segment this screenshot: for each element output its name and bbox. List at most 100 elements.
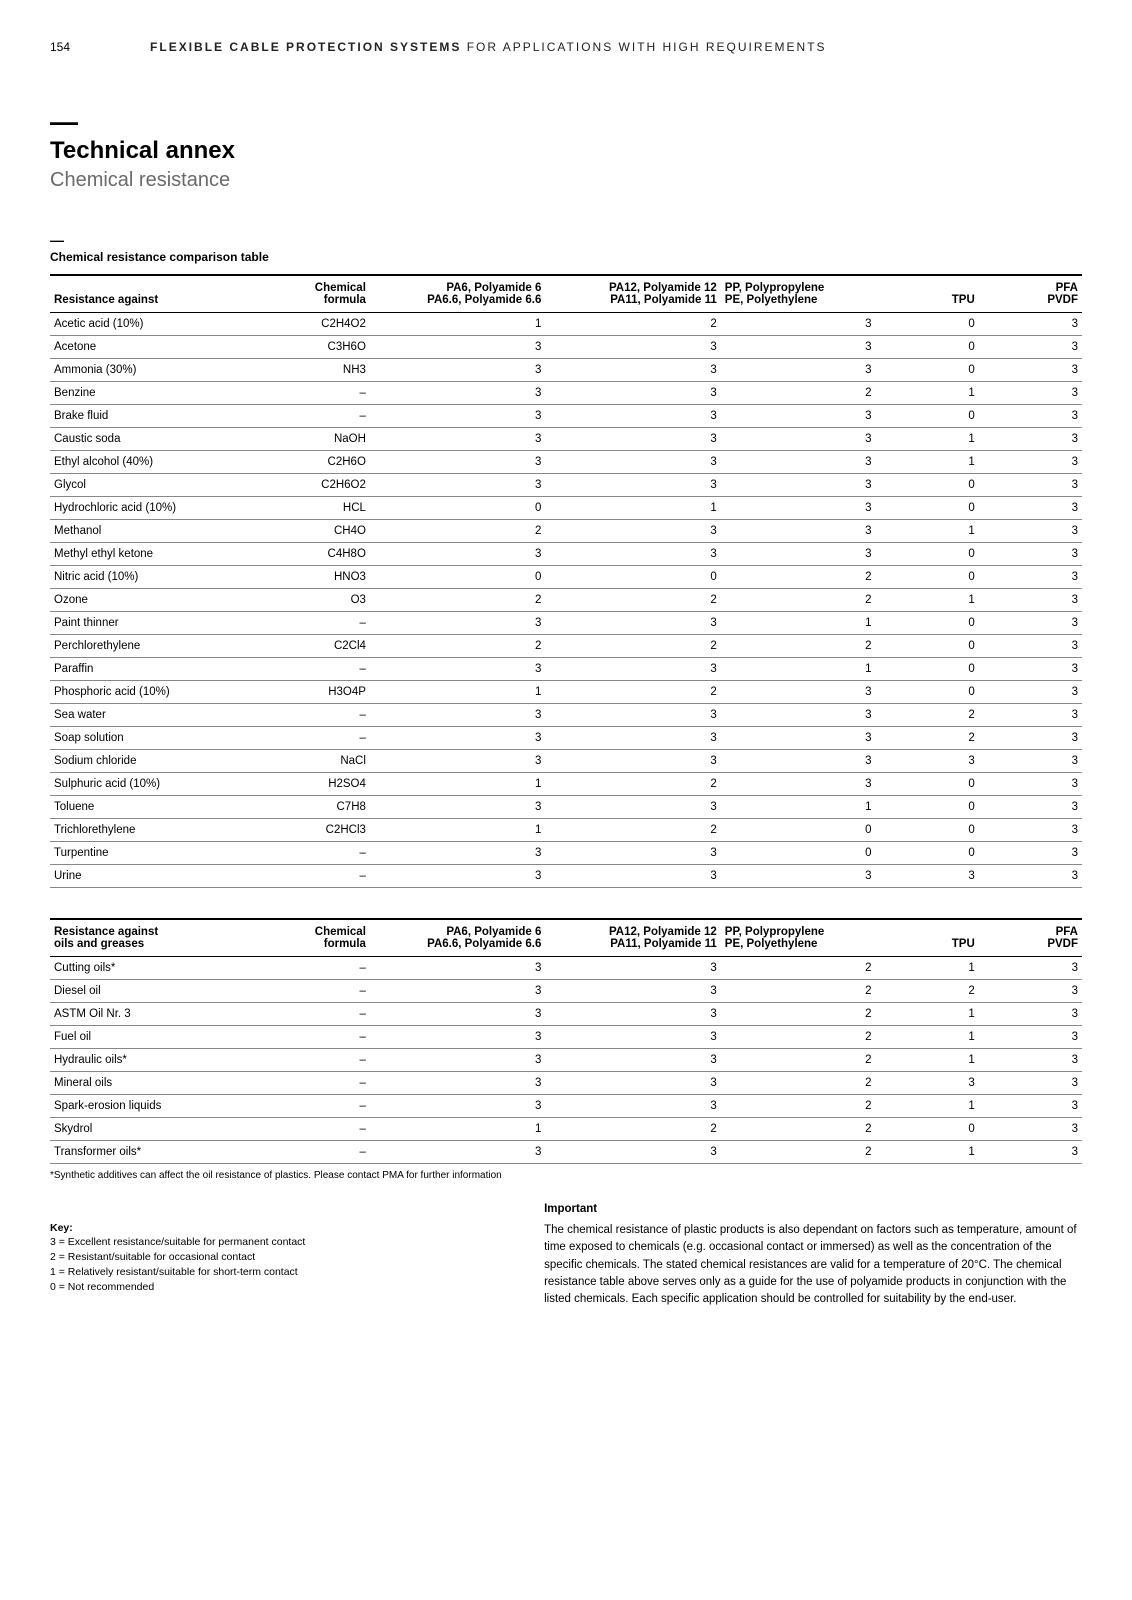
table-cell: 3	[979, 1117, 1082, 1140]
table-row: Acetic acid (10%)C2H4O212303	[50, 312, 1082, 335]
table-cell: Spark-erosion liquids	[50, 1094, 267, 1117]
table-cell: 0	[876, 841, 979, 864]
header-label: PA11, Polyamide 11	[610, 294, 717, 306]
table-cell: 3	[721, 864, 876, 887]
col-header: TPU	[876, 919, 979, 957]
table-cell: 1	[370, 772, 545, 795]
table-cell: –	[267, 726, 370, 749]
table-cell: 0	[721, 818, 876, 841]
header-label: PA6.6, Polyamide 6.6	[427, 294, 541, 306]
table-cell: 3	[721, 450, 876, 473]
table-cell: 3	[370, 703, 545, 726]
table-cell: 3	[721, 427, 876, 450]
important-body: The chemical resistance of plastic produ…	[544, 1222, 1082, 1308]
page-title: Technical annex	[50, 137, 1082, 165]
table-cell: 3	[370, 1071, 545, 1094]
header-label: Chemical	[315, 926, 366, 938]
header-label: PA6, Polyamide 6	[446, 282, 541, 294]
table-cell: 3	[545, 657, 720, 680]
table-cell: 3	[979, 795, 1082, 818]
table-cell: 2	[721, 588, 876, 611]
table-cell: –	[267, 381, 370, 404]
table-cell: Sea water	[50, 703, 267, 726]
table-cell: 3	[545, 1025, 720, 1048]
col-header: PFA PVDF	[979, 919, 1082, 957]
table-cell: 0	[721, 841, 876, 864]
table-cell: 3	[370, 358, 545, 381]
page-header-text: FLEXIBLE CABLE PROTECTION SYSTEMS FOR AP…	[150, 40, 827, 54]
table-cell: 2	[370, 634, 545, 657]
table-cell: 3	[545, 956, 720, 979]
table-cell: –	[267, 1025, 370, 1048]
table-cell: –	[267, 1002, 370, 1025]
table-cell: 3	[370, 956, 545, 979]
table-cell: 3	[370, 427, 545, 450]
table-cell: C2H6O	[267, 450, 370, 473]
table-cell: 2	[545, 312, 720, 335]
table-cell: 0	[876, 312, 979, 335]
table-cell: 0	[876, 611, 979, 634]
table-cell: 2	[545, 772, 720, 795]
table-cell: 3	[370, 404, 545, 427]
table-row: OzoneO322213	[50, 588, 1082, 611]
table-cell: Fuel oil	[50, 1025, 267, 1048]
table-cell: Acetone	[50, 335, 267, 358]
table-cell: 0	[876, 795, 979, 818]
table-cell: 3	[370, 1048, 545, 1071]
table-cell: 3	[979, 956, 1082, 979]
table-cell: 1	[876, 956, 979, 979]
table-row: Skydrol–12203	[50, 1117, 1082, 1140]
table-cell: 3	[545, 795, 720, 818]
table-cell: 3	[370, 749, 545, 772]
table-cell: –	[267, 1071, 370, 1094]
table-cell: Phosphoric acid (10%)	[50, 680, 267, 703]
table-cell: 2	[876, 726, 979, 749]
table-cell: H2SO4	[267, 772, 370, 795]
table-cell: 3	[545, 335, 720, 358]
table-cell: Transformer oils*	[50, 1140, 267, 1163]
header-label: PP, Polypropylene	[725, 282, 825, 294]
table-cell: 3	[545, 979, 720, 1002]
table-row: Fuel oil–33213	[50, 1025, 1082, 1048]
table-cell: 2	[721, 1002, 876, 1025]
table-cell: 3	[721, 542, 876, 565]
header-label: formula	[324, 294, 366, 306]
table-cell: 3	[545, 1094, 720, 1117]
table-cell: 3	[876, 1071, 979, 1094]
page-subtitle: Chemical resistance	[50, 169, 1082, 192]
col-header: PA12, Polyamide 12 PA11, Polyamide 11	[545, 919, 720, 957]
table-cell: 1	[721, 657, 876, 680]
table-cell: 0	[545, 565, 720, 588]
table-cell: 0	[370, 565, 545, 588]
important-title: Important	[544, 1201, 1082, 1218]
table-row: Nitric acid (10%)HNO300203	[50, 565, 1082, 588]
table-row: Sodium chlorideNaCl33333	[50, 749, 1082, 772]
col-header: Resistance against	[50, 275, 267, 313]
col-header: Resistance against oils and greases	[50, 919, 267, 957]
table-row: AcetoneC3H6O33303	[50, 335, 1082, 358]
table-cell: 3	[876, 864, 979, 887]
table-cell: 3	[370, 611, 545, 634]
table-cell: O3	[267, 588, 370, 611]
col-header: Chemical formula	[267, 919, 370, 957]
col-header: PP, Polypropylene PE, Polyethylene	[721, 275, 876, 313]
table-cell: 3	[721, 772, 876, 795]
table-cell: 3	[979, 1025, 1082, 1048]
table-cell: 0	[876, 1117, 979, 1140]
table-cell: 3	[370, 1025, 545, 1048]
table-cell: 0	[876, 542, 979, 565]
table-cell: 2	[721, 1117, 876, 1140]
header-label: PA6.6, Polyamide 6.6	[427, 938, 541, 950]
table-row: Transformer oils*–33213	[50, 1140, 1082, 1163]
table-cell: 1	[876, 519, 979, 542]
table-cell: 3	[545, 749, 720, 772]
table-cell: 3	[370, 657, 545, 680]
table-cell: 3	[545, 450, 720, 473]
header-label: formula	[324, 938, 366, 950]
key-line: 3 = Excellent resistance/suitable for pe…	[50, 1235, 504, 1250]
table-cell: 0	[876, 634, 979, 657]
table-cell: 3	[370, 979, 545, 1002]
table-row: Ammonia (30%)NH333303	[50, 358, 1082, 381]
table-row: Hydraulic oils*–33213	[50, 1048, 1082, 1071]
table-row: TrichlorethyleneC2HCl312003	[50, 818, 1082, 841]
